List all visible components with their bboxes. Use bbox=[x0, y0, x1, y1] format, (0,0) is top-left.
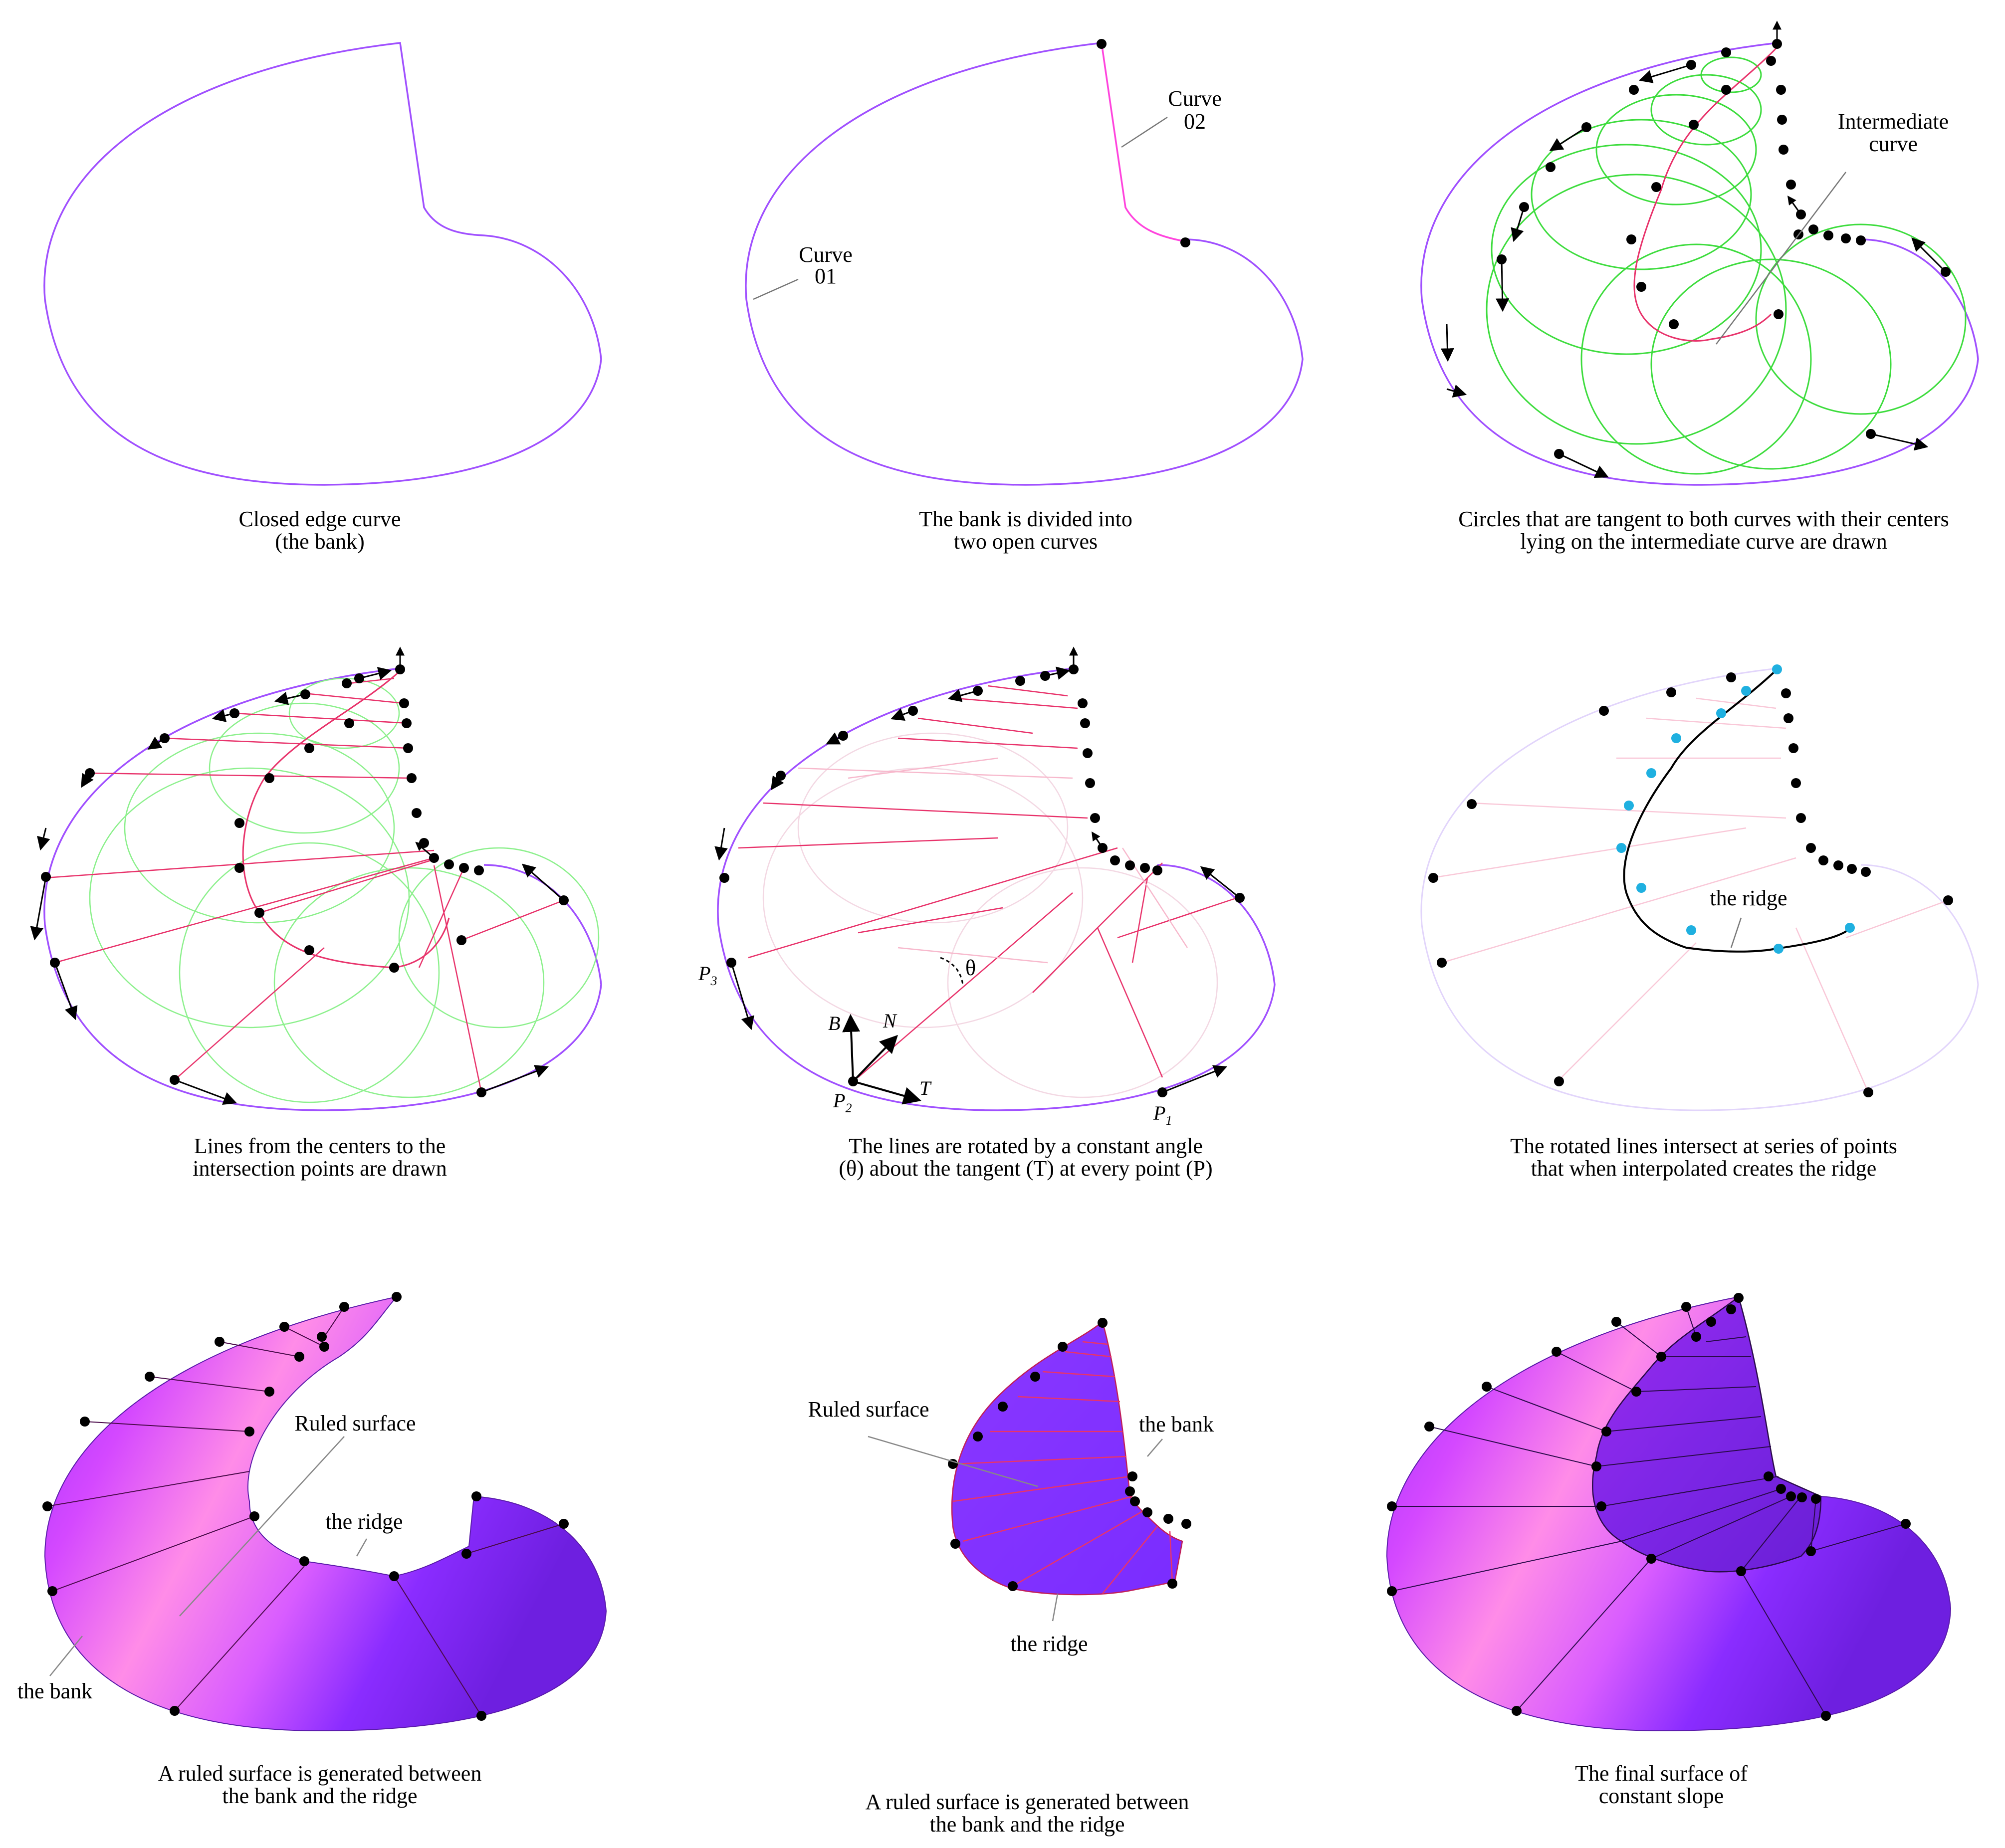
ruled-surface-leader bbox=[179, 1436, 345, 1617]
surface-points bbox=[42, 1292, 569, 1721]
panel-3-caption-line-1: Circles that are tangent to both curves … bbox=[1458, 507, 1949, 531]
tangent-arrow bbox=[853, 1080, 921, 1105]
panel-3: Intermediate curve Circles that are tang… bbox=[1420, 20, 1979, 554]
frame-label-T: T bbox=[919, 1077, 932, 1099]
panel-9-caption-line-1: The final surface of bbox=[1575, 1761, 1748, 1786]
tangent-arrows bbox=[1440, 20, 1947, 478]
ruled-surface-small bbox=[951, 1320, 1183, 1596]
ridge-label: the ridge bbox=[1710, 886, 1787, 910]
panel-7: Ruled surface the ridge the bank A ruled… bbox=[17, 1292, 607, 1808]
theta-label: θ bbox=[965, 956, 976, 980]
panel-1: Closed edge curve (the bank) bbox=[43, 42, 602, 554]
panel-5-caption-line-2: (θ) about the tangent (T) at every point… bbox=[839, 1156, 1212, 1181]
ridge-leader bbox=[356, 1538, 368, 1557]
faded-lines bbox=[798, 757, 1188, 964]
panel-8-caption-line-2: the bank and the ridge bbox=[930, 1812, 1125, 1837]
bank-curve bbox=[43, 42, 602, 486]
final-surface-inner bbox=[1592, 1295, 1822, 1573]
surface-points bbox=[1387, 1293, 1911, 1721]
ruled-surface-label: Ruled surface bbox=[808, 1397, 929, 1422]
ruled-surface-leader bbox=[868, 1436, 1038, 1487]
panel-1-caption-line-1: Closed edge curve bbox=[239, 507, 401, 531]
rotated-lines bbox=[738, 685, 1238, 1078]
panel-3-caption-line-2: lying on the intermediate curve are draw… bbox=[1520, 529, 1887, 554]
curve-points bbox=[719, 664, 1245, 1097]
ruled-surface bbox=[44, 1296, 607, 1732]
frame-label-N: N bbox=[883, 1010, 897, 1032]
curve-01-label-num: 01 bbox=[815, 264, 837, 288]
panel-6-caption-line-1: The rotated lines intersect at series of… bbox=[1510, 1134, 1897, 1158]
panel-1-caption-line-2: (the bank) bbox=[275, 529, 365, 554]
ruling-lines bbox=[1391, 1306, 1906, 1716]
binormal-arrow bbox=[842, 1014, 861, 1082]
panel-4-caption-line-2: intersection points are drawn bbox=[193, 1156, 447, 1181]
panel-9: The final surface of constant slope bbox=[1386, 1293, 1952, 1808]
curve-02-endpoint bbox=[1180, 237, 1190, 247]
ridge-label: the ridge bbox=[325, 1509, 403, 1534]
frame-label-B: B bbox=[828, 1012, 840, 1034]
faded-circles bbox=[762, 732, 1218, 1098]
point-P3: P3 bbox=[698, 962, 717, 988]
bank-label: the bank bbox=[1139, 1412, 1214, 1437]
curve-02-endpoint bbox=[1097, 39, 1107, 49]
panel-8-caption-line-1: A ruled surface is generated between bbox=[866, 1790, 1189, 1814]
faded-lines bbox=[1431, 697, 1949, 1093]
curve-points bbox=[41, 664, 569, 1097]
intermediate-curve-label-2: curve bbox=[1869, 132, 1918, 156]
panel-4-caption-line-1: Lines from the centers to the bbox=[194, 1134, 446, 1158]
curve-01 bbox=[745, 42, 1304, 486]
ridge-leader bbox=[1052, 1593, 1059, 1622]
ridge-leader bbox=[1730, 917, 1742, 948]
ruled-surface-label: Ruled surface bbox=[294, 1411, 416, 1436]
panel-4: Lines from the centers to the intersecti… bbox=[30, 646, 602, 1181]
panel-2: Curve 01 Curve 02 The bank is divided in… bbox=[745, 39, 1304, 554]
point-P1: P1 bbox=[1153, 1102, 1172, 1128]
panel-6-caption-line-2: that when interpolated creates the ridge bbox=[1531, 1156, 1877, 1181]
bank-leader bbox=[49, 1636, 83, 1676]
ridge-points bbox=[1616, 664, 1855, 954]
curve-02 bbox=[1101, 42, 1186, 242]
panel-7-caption-line-1: A ruled surface is generated between bbox=[158, 1761, 482, 1786]
bank-label: the bank bbox=[17, 1679, 92, 1703]
curve-02-label-num: 02 bbox=[1184, 109, 1206, 134]
curve-02-label: Curve bbox=[1168, 86, 1222, 111]
theta-arc bbox=[940, 957, 964, 986]
panel-5: θ B N T P1 P2 P3 The lines are rotated b… bbox=[698, 646, 1276, 1181]
curve-01-leader bbox=[753, 278, 799, 300]
intermediate-curve-label: Intermediate bbox=[1838, 109, 1949, 134]
point-P2: P2 bbox=[833, 1089, 852, 1115]
curve-01-label: Curve bbox=[799, 242, 853, 267]
normal-arrow bbox=[852, 1034, 898, 1082]
intermediate-curve bbox=[1633, 46, 1778, 342]
panel-8: Ruled surface the bank the ridge A ruled… bbox=[808, 1318, 1214, 1837]
frame-arrows bbox=[842, 1014, 921, 1105]
bank-points bbox=[1428, 672, 1953, 1097]
tangent-arrows bbox=[714, 646, 1240, 1093]
panel-2-caption-line-1: The bank is divided into bbox=[919, 507, 1132, 531]
curve-02-leader bbox=[1121, 116, 1168, 148]
bank-leader bbox=[1147, 1438, 1163, 1457]
tangent-arrows bbox=[30, 646, 564, 1105]
bank-curve bbox=[1420, 42, 1979, 486]
bank-curve bbox=[717, 667, 1276, 1111]
tangent-circles bbox=[89, 677, 600, 1103]
intermediate-curve-leader bbox=[1716, 172, 1846, 345]
tangent-circles bbox=[1486, 56, 1967, 475]
panel-5-caption-line-1: The lines are rotated by a constant angl… bbox=[849, 1134, 1203, 1158]
panel-7-caption-line-2: the bank and the ridge bbox=[223, 1784, 418, 1808]
curve-points bbox=[1497, 39, 1951, 459]
ridge-label: the ridge bbox=[1010, 1632, 1088, 1656]
ruling-lines bbox=[47, 1306, 564, 1716]
panel-2-caption-line-2: two open curves bbox=[954, 529, 1098, 554]
bank-curve-faded bbox=[1420, 667, 1979, 1111]
bank-curve bbox=[43, 667, 602, 1111]
panel-9-caption-line-2: constant slope bbox=[1599, 1784, 1724, 1808]
intermediate-curve bbox=[242, 670, 450, 969]
panel-6: the ridge The rotated lines intersect at… bbox=[1420, 664, 1979, 1181]
ruling-lines bbox=[952, 1341, 1173, 1594]
surface-points bbox=[948, 1318, 1191, 1591]
